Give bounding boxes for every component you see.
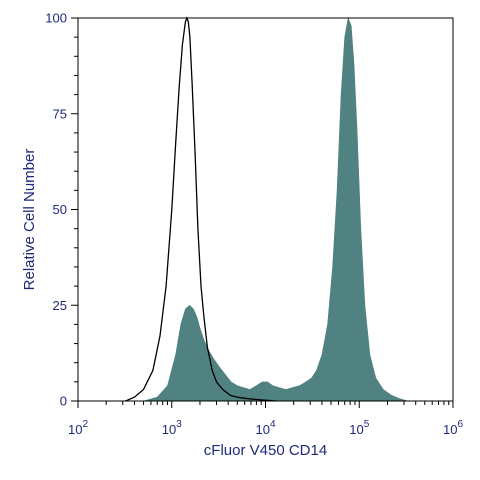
x-tick-label: 105 xyxy=(349,419,369,437)
y-tick-label: 100 xyxy=(45,11,67,26)
x-tick-label: 103 xyxy=(162,419,182,437)
y-tick-label: 75 xyxy=(53,106,67,121)
x-tick-label: 102 xyxy=(68,419,88,437)
y-tick-label: 0 xyxy=(60,394,67,409)
x-tick-label: 104 xyxy=(255,419,275,437)
labels-layer: 102 103 104 105 106 0 25 50 75 100 cFluor V450 CD1… xyxy=(21,11,463,460)
filled-histogram-series xyxy=(143,16,408,402)
series-layer xyxy=(125,16,408,402)
x-axis-label: cFluor V450 CD14 xyxy=(204,442,327,459)
y-tick-label: 25 xyxy=(53,298,67,313)
y-axis-label: Relative Cell Number xyxy=(21,149,38,291)
y-tick-label: 50 xyxy=(53,202,67,217)
axes-layer xyxy=(71,17,454,408)
x-tick-label: 106 xyxy=(443,419,463,437)
outline-histogram-series xyxy=(125,16,277,402)
plot-frame xyxy=(77,17,454,402)
